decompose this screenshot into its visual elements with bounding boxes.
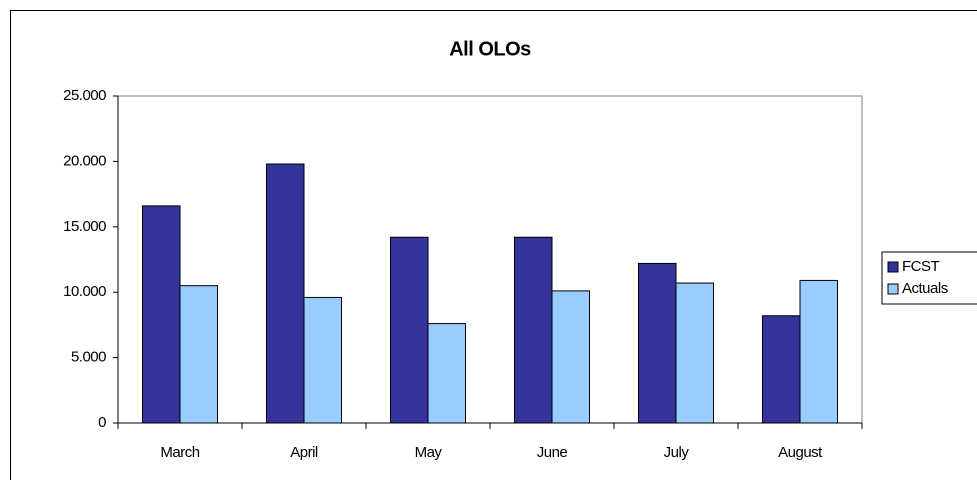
bar (799, 279, 838, 424)
x-tick-label: August (778, 444, 823, 461)
bar (551, 290, 590, 424)
bar (675, 282, 714, 424)
bar (266, 163, 305, 424)
bar (427, 323, 466, 424)
legend-swatch (887, 261, 899, 273)
y-tick-label: 5.000 (71, 349, 106, 366)
y-tick-label: 25.000 (63, 87, 106, 104)
legend-label: Actuals (902, 280, 948, 297)
bar (514, 236, 553, 424)
plot-area (117, 95, 863, 424)
bar (142, 205, 181, 424)
bar (390, 236, 429, 424)
x-tick-label: April (290, 444, 318, 461)
y-tick-label: 10.000 (63, 283, 106, 300)
x-tick-label: July (664, 444, 690, 461)
bar (638, 262, 677, 424)
y-tick-label: 20.000 (63, 152, 106, 169)
x-tick-label: March (160, 444, 199, 461)
bar (303, 296, 342, 424)
legend-box (881, 251, 977, 305)
legend-label: FCST (902, 258, 940, 275)
legend-swatch (887, 283, 899, 295)
bar (762, 315, 801, 424)
x-tick-label: May (415, 444, 443, 461)
x-tick-label: June (537, 444, 568, 461)
y-tick-label: 0 (98, 414, 106, 431)
chart-title: All OLOs (449, 38, 531, 60)
bar (179, 285, 218, 424)
y-tick-label: 15.000 (63, 218, 106, 235)
